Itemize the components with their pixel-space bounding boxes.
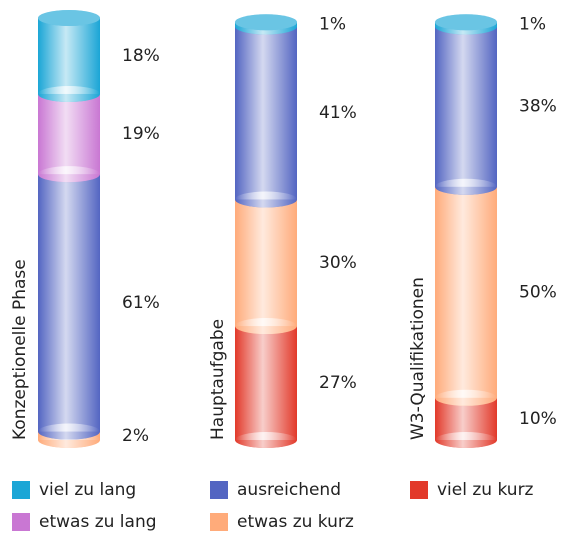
category-label: Konzeptionelle Phase (10, 259, 30, 440)
value-label: 50% (519, 282, 557, 302)
shine (235, 326, 297, 440)
shine (235, 318, 297, 335)
shine (38, 174, 100, 432)
value-label: 2% (122, 426, 149, 446)
shine (435, 178, 497, 195)
value-label: 1% (319, 14, 346, 34)
shine (235, 199, 297, 327)
value-label: 41% (319, 103, 357, 123)
shine (38, 18, 100, 94)
shine (38, 93, 100, 175)
legend-swatch (210, 481, 228, 499)
legend-label: ausreichend (237, 480, 341, 500)
cylinder-top-shine (38, 10, 100, 26)
legend-label: viel zu kurz (437, 480, 534, 500)
shine (235, 26, 297, 200)
cylinder-top-shine (435, 14, 497, 31)
value-label: 38% (519, 97, 557, 117)
shine (38, 85, 100, 102)
shine (38, 166, 100, 183)
cylinder-top (235, 14, 297, 31)
value-label: 61% (122, 293, 160, 313)
shine (235, 191, 297, 208)
cylinder-top (38, 10, 100, 26)
category-label: W3-Qualifikationen (408, 277, 428, 440)
shine (435, 26, 497, 187)
value-label: 30% (319, 253, 357, 273)
value-label: 1% (519, 14, 546, 34)
legend-swatch (12, 513, 30, 531)
value-label: 18% (122, 46, 160, 66)
shine (38, 423, 100, 440)
shine (235, 432, 297, 448)
legend-swatch (12, 481, 30, 499)
shine (435, 186, 497, 398)
shine (435, 432, 497, 448)
legend-label: etwas zu kurz (237, 512, 354, 532)
value-label: 10% (519, 409, 557, 429)
legend-label: viel zu lang (39, 480, 136, 500)
shine (435, 389, 497, 406)
legend-swatch (210, 513, 228, 531)
category-label: Hauptaufgabe (208, 319, 228, 440)
value-label: 19% (122, 124, 160, 144)
cylinder-top-shine (235, 14, 297, 31)
cylinder-top (435, 14, 497, 31)
value-label: 27% (319, 373, 357, 393)
legend-label: etwas zu lang (39, 512, 157, 532)
legend-swatch (410, 481, 428, 499)
